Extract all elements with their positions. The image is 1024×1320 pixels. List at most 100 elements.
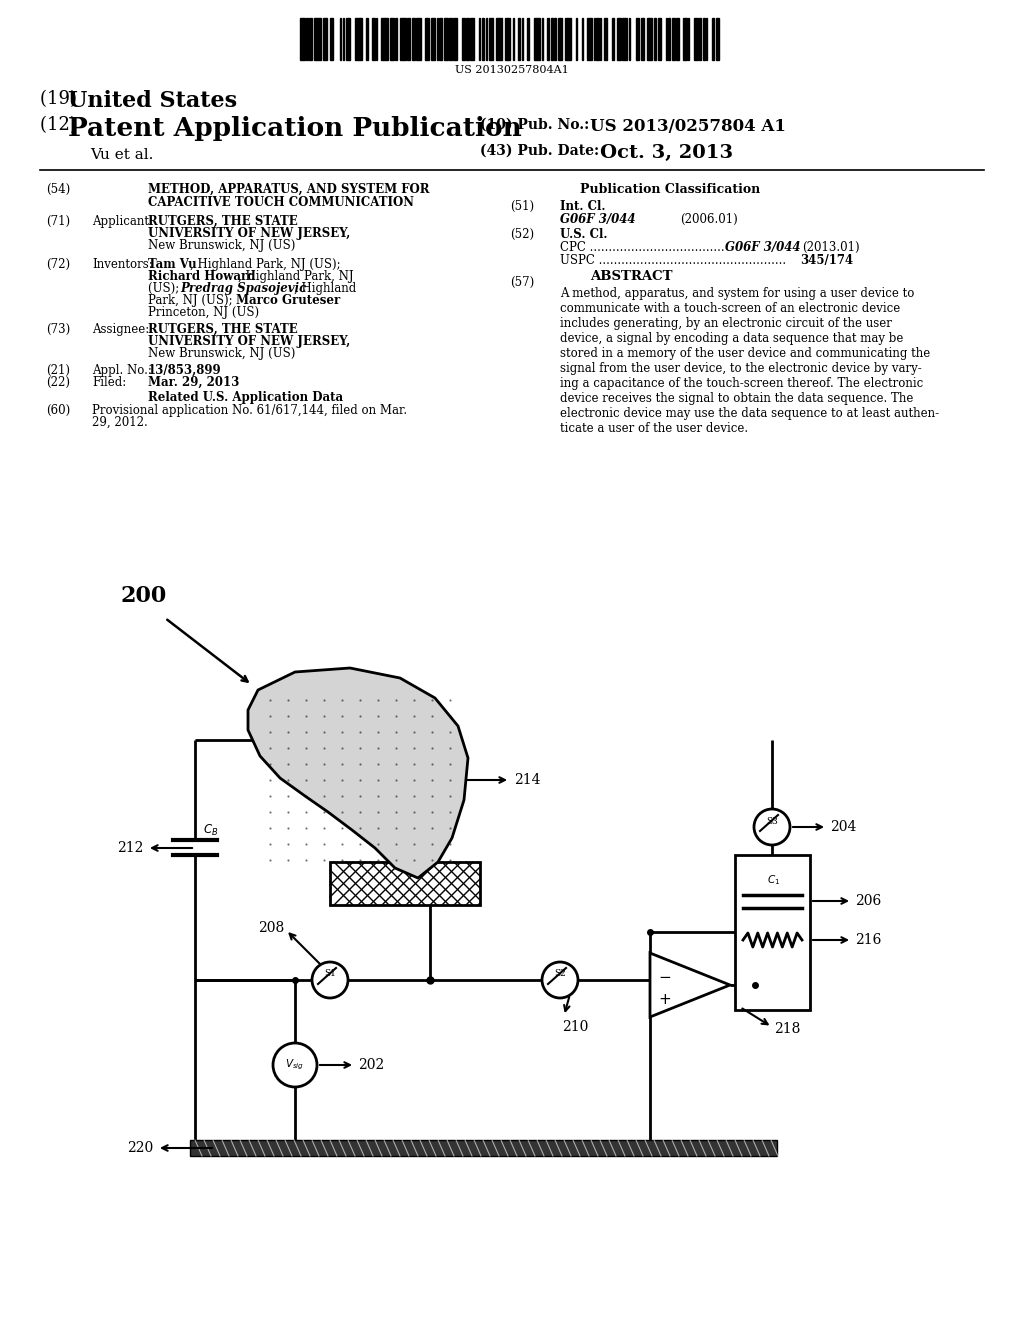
Text: Vu et al.: Vu et al. bbox=[90, 148, 154, 162]
Text: 206: 206 bbox=[855, 894, 882, 908]
Bar bbox=[558, 18, 561, 59]
Text: CAPACITIVE TOUCH COMMUNICATION: CAPACITIVE TOUCH COMMUNICATION bbox=[148, 195, 414, 209]
Text: (54): (54) bbox=[46, 183, 71, 195]
Bar bbox=[454, 18, 457, 59]
Text: Related U.S. Application Data: Related U.S. Application Data bbox=[148, 391, 343, 404]
Text: (60): (60) bbox=[46, 404, 71, 417]
Bar bbox=[513, 18, 514, 59]
Bar bbox=[688, 18, 689, 59]
Text: Marco Gruteser: Marco Gruteser bbox=[236, 294, 340, 308]
Bar bbox=[466, 18, 469, 59]
Bar bbox=[518, 18, 520, 59]
Bar bbox=[330, 862, 480, 906]
Bar bbox=[366, 18, 369, 59]
Bar bbox=[400, 18, 406, 59]
Bar bbox=[543, 18, 544, 59]
Bar bbox=[425, 18, 429, 59]
Bar bbox=[713, 18, 714, 59]
Bar bbox=[683, 18, 686, 59]
Text: USPC ..................................................: USPC ...................................… bbox=[560, 253, 786, 267]
Text: RUTGERS, THE STATE: RUTGERS, THE STATE bbox=[148, 323, 298, 337]
Bar bbox=[583, 18, 584, 59]
Bar bbox=[485, 18, 486, 59]
Text: −: − bbox=[658, 969, 671, 985]
Bar bbox=[641, 18, 644, 59]
Text: (72): (72) bbox=[46, 257, 70, 271]
Text: Richard Howard: Richard Howard bbox=[148, 271, 256, 282]
Polygon shape bbox=[650, 953, 730, 1016]
Bar bbox=[496, 18, 502, 59]
Text: METHOD, APPARATUS, AND SYSTEM FOR: METHOD, APPARATUS, AND SYSTEM FOR bbox=[148, 183, 429, 195]
Bar bbox=[623, 18, 628, 59]
Bar bbox=[565, 18, 570, 59]
Text: Publication Classification: Publication Classification bbox=[580, 183, 760, 195]
Bar bbox=[646, 18, 651, 59]
Bar bbox=[666, 18, 668, 59]
Bar bbox=[412, 18, 415, 59]
Bar bbox=[600, 18, 601, 59]
Text: (52): (52) bbox=[510, 228, 535, 242]
Text: 13/853,899: 13/853,899 bbox=[148, 364, 221, 378]
Text: , Highland Park, NJ (US);: , Highland Park, NJ (US); bbox=[190, 257, 341, 271]
Bar bbox=[735, 855, 810, 1010]
Bar bbox=[676, 18, 679, 59]
Bar bbox=[521, 18, 523, 59]
Bar bbox=[548, 18, 549, 59]
Bar bbox=[588, 18, 593, 59]
Text: Assignee:: Assignee: bbox=[92, 323, 150, 337]
Bar bbox=[716, 18, 719, 59]
Bar bbox=[342, 18, 344, 59]
Text: (51): (51) bbox=[510, 201, 535, 213]
Text: 202: 202 bbox=[358, 1059, 384, 1072]
Bar bbox=[596, 18, 599, 59]
Bar bbox=[300, 18, 305, 59]
Text: (71): (71) bbox=[46, 215, 70, 228]
Bar bbox=[706, 18, 708, 59]
Text: Int. Cl.: Int. Cl. bbox=[560, 201, 605, 213]
Text: Park, NJ (US);: Park, NJ (US); bbox=[148, 294, 237, 308]
Polygon shape bbox=[248, 668, 468, 878]
Bar bbox=[372, 18, 375, 59]
Bar bbox=[346, 18, 350, 59]
Text: ABSTRACT: ABSTRACT bbox=[590, 271, 673, 282]
Text: +: + bbox=[658, 991, 671, 1006]
Text: (12): (12) bbox=[40, 116, 83, 135]
Bar bbox=[439, 18, 441, 59]
Bar bbox=[376, 18, 377, 59]
Text: (22): (22) bbox=[46, 376, 70, 389]
Text: Tam Vu: Tam Vu bbox=[148, 257, 197, 271]
Bar bbox=[407, 18, 410, 59]
Text: (73): (73) bbox=[46, 323, 71, 337]
Text: S1: S1 bbox=[324, 969, 336, 978]
Bar bbox=[462, 18, 465, 59]
Text: Appl. No.:: Appl. No.: bbox=[92, 364, 152, 378]
Text: UNIVERSITY OF NEW JERSEY,: UNIVERSITY OF NEW JERSEY, bbox=[148, 335, 350, 348]
Text: S3: S3 bbox=[766, 817, 778, 825]
Text: New Brunswick, NJ (US): New Brunswick, NJ (US) bbox=[148, 239, 295, 252]
Bar bbox=[481, 18, 484, 59]
Bar bbox=[395, 18, 396, 59]
Text: (10) Pub. No.:: (10) Pub. No.: bbox=[480, 117, 594, 132]
Bar bbox=[699, 18, 700, 59]
Text: S2: S2 bbox=[554, 969, 566, 978]
Bar bbox=[616, 18, 621, 59]
Text: (21): (21) bbox=[46, 364, 70, 378]
Text: 200: 200 bbox=[120, 585, 166, 607]
Text: (2013.01): (2013.01) bbox=[802, 242, 859, 253]
Bar bbox=[611, 18, 614, 59]
Text: RUTGERS, THE STATE: RUTGERS, THE STATE bbox=[148, 215, 298, 228]
Text: $C_1$: $C_1$ bbox=[767, 874, 780, 887]
Bar bbox=[658, 18, 660, 59]
Bar bbox=[309, 18, 311, 59]
Bar bbox=[390, 18, 394, 59]
Bar bbox=[703, 18, 705, 59]
Text: 345/174: 345/174 bbox=[800, 253, 853, 267]
Text: New Brunswick, NJ (US): New Brunswick, NJ (US) bbox=[148, 347, 295, 360]
Text: 214: 214 bbox=[514, 774, 541, 787]
Text: Provisional application No. 61/617,144, filed on Mar.: Provisional application No. 61/617,144, … bbox=[92, 404, 408, 417]
Text: Inventors:: Inventors: bbox=[92, 257, 153, 271]
Text: 204: 204 bbox=[830, 820, 856, 834]
Bar bbox=[355, 18, 361, 59]
Bar bbox=[436, 18, 438, 59]
Bar bbox=[306, 18, 308, 59]
